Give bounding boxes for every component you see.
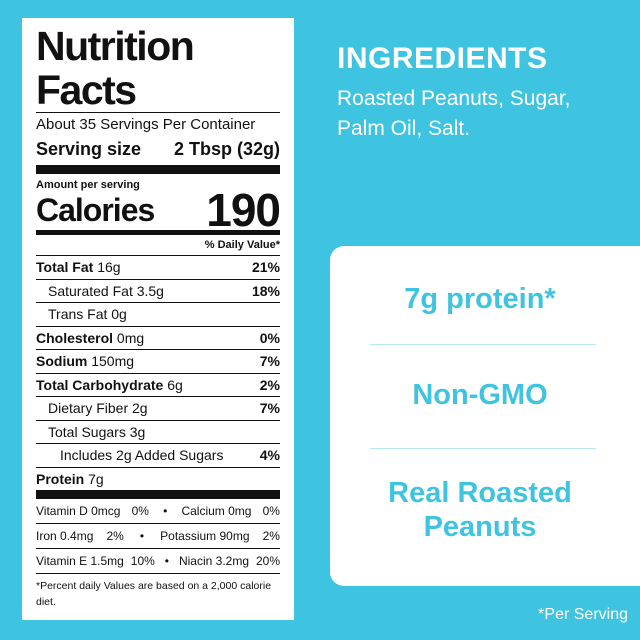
claim-protein: 7g protein* [404, 283, 556, 315]
calories-value: 190 [206, 184, 281, 236]
vitamin-right-pct: 20% [255, 554, 280, 568]
nutrient-amount: 150mg [91, 353, 135, 369]
per-serving-note: *Per Serving [538, 606, 628, 623]
calories-label: Calories [36, 192, 155, 228]
ingredients-line: Palm Oil, Salt. [337, 117, 471, 140]
vitamin-left-pct: 10% [130, 554, 155, 568]
bullet: • [139, 529, 145, 543]
vitamin-row: Iron 0.4mg 2% • Potassium 90mg 2% [36, 523, 280, 548]
divider [36, 112, 280, 113]
nutrient-pct: 2% [259, 376, 280, 393]
claim-divider [370, 344, 596, 345]
nutrient-name: Includes 2g Added Sugars [60, 447, 224, 463]
claim-divider [370, 448, 596, 449]
nutrient-name: Saturated Fat 3.5g [48, 282, 164, 299]
claim-non-gmo: Non-GMO [412, 379, 548, 411]
daily-value-footnote: *Percent daily Values are based on a 2,0… [36, 573, 280, 610]
thick-divider [36, 165, 280, 174]
nutrient-pct: 4% [259, 447, 280, 463]
nutrient-row-saturated-fat: Saturated Fat 3.5g 18% [36, 278, 280, 303]
nutrient-pct: 7% [259, 400, 280, 416]
nutrient-row-total-fat: Total Fat 16g 21% [36, 255, 280, 279]
nutrient-pct: 21% [251, 259, 280, 275]
nutrient-name: Dietary Fiber 2g [48, 400, 148, 416]
servings-per-container: About 35 Servings Per Container [36, 116, 256, 133]
serving-size-label: Serving size [36, 139, 142, 159]
nutrient-row-dietary-fiber: Dietary Fiber 2g 7% [36, 396, 280, 420]
medium-divider [36, 230, 280, 235]
vitamin-left: Vitamin E 1.5mg [36, 554, 124, 568]
vitamin-left: Vitamin D 0mcg [36, 504, 121, 518]
nutrient-pct: 18% [251, 282, 280, 299]
serving-size-value: 2 Tbsp (32g) [173, 139, 280, 159]
nutrient-row-protein: Protein 7g [36, 466, 280, 491]
nutrient-amount: 16g [97, 259, 121, 275]
nutrient-row-sodium: Sodium 150mg 7% [36, 349, 280, 373]
nutrition-facts-title: Nutrition Facts [36, 23, 195, 113]
claim-line: Peanuts [423, 511, 537, 543]
vitamin-right-pct: 0% [262, 504, 280, 518]
vitamin-right: Niacin 3.2mg [178, 554, 249, 568]
nutrient-name: Trans Fat 0g [48, 306, 127, 322]
nutrition-facts-panel: Nutrition Facts About 35 Servings Per Co… [22, 18, 294, 620]
nutrient-name: Sodium [36, 353, 88, 369]
ingredients-line: Roasted Peanuts, Sugar, [337, 87, 571, 110]
claim-line: Real Roasted [388, 477, 572, 509]
vitamin-row: Vitamin E 1.5mg 10% • Niacin 3.2mg 20% [36, 548, 280, 573]
nutrient-row-trans-fat: Trans Fat 0g [36, 302, 280, 326]
nutrient-amount: 0mg [116, 329, 145, 346]
claims-box: 7g protein* Non-GMO Real Roasted Peanuts [330, 246, 640, 586]
calories-row: Calories 190 [36, 184, 281, 236]
vitamin-right: Potassium 90mg [160, 529, 250, 543]
thick-divider [36, 490, 280, 499]
claim-real-roasted: Real Roasted Peanuts [330, 476, 630, 544]
nutrient-name: Total Carbohydrate [36, 376, 164, 393]
nutrient-amount: 7g [88, 470, 104, 487]
daily-value-header: % Daily Value* [204, 239, 280, 251]
vitamin-right-pct: 2% [262, 529, 280, 543]
nutrient-row-added-sugars: Includes 2g Added Sugars 4% [36, 443, 280, 467]
nutrient-name: Protein [36, 470, 85, 487]
vitamin-row: Vitamin D 0mcg 0% • Calcium 0mg 0% [36, 499, 280, 523]
vitamin-left-pct: 0% [131, 504, 149, 518]
vitamin-left: Iron 0.4mg [36, 529, 94, 543]
serving-size-row: Serving size 2 Tbsp (32g) [36, 135, 280, 165]
ingredients-title: INGREDIENTS [337, 42, 548, 75]
bullet: • [164, 554, 169, 568]
bullet: • [163, 504, 168, 518]
nutrient-pct: 7% [259, 353, 280, 369]
nutrient-row-cholesterol: Cholesterol 0mg 0% [36, 325, 280, 350]
nutrient-amount: 6g [167, 376, 183, 393]
vitamin-left-pct: 2% [106, 529, 124, 543]
ingredients-list: Roasted Peanuts, Sugar, Palm Oil, Salt. [337, 84, 627, 144]
nutrient-row-total-sugars: Total Sugars 3g [36, 419, 280, 444]
nutrient-name: Cholesterol [36, 329, 114, 346]
nutrient-name: Total Fat [36, 259, 94, 275]
nutrient-row-total-carbohydrate: Total Carbohydrate 6g 2% [36, 372, 280, 397]
amount-per-serving: Amount per serving [36, 179, 140, 191]
nutrient-name: Total Sugars 3g [48, 423, 146, 440]
vitamin-right: Calcium 0mg [181, 504, 252, 518]
nutrient-pct: 0% [259, 329, 280, 346]
